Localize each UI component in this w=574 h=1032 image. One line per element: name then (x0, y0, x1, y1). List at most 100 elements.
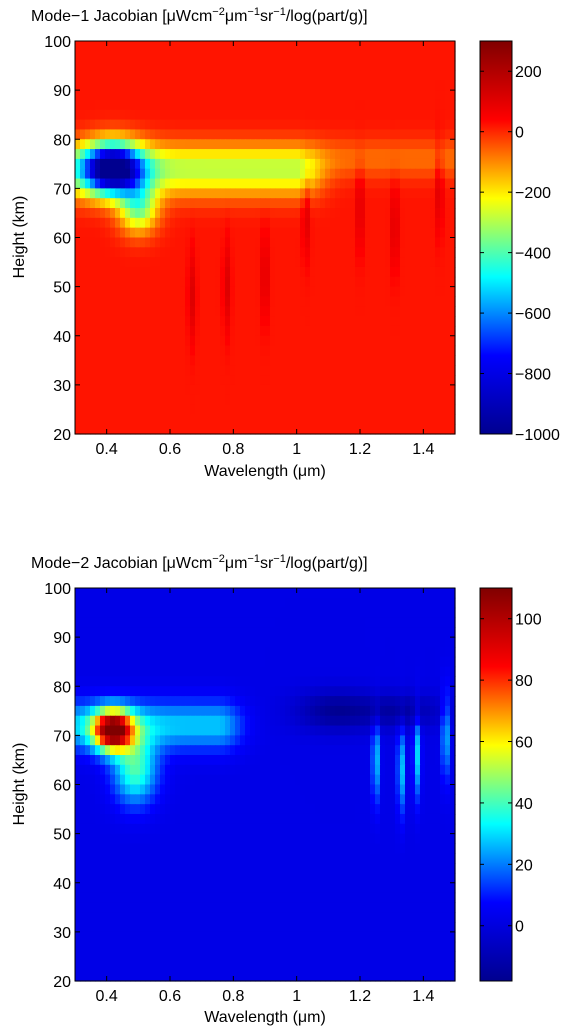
heatmap-cell (395, 656, 401, 668)
heatmap-cell (380, 365, 386, 376)
heatmap-cell (110, 345, 116, 356)
heatmap-cell (285, 237, 291, 248)
heatmap-cell (350, 208, 356, 219)
heatmap-cell (220, 794, 226, 805)
heatmap-cell (425, 804, 431, 815)
heatmap-cell (405, 588, 411, 599)
heatmap-cell (280, 306, 286, 317)
heatmap-cell (80, 90, 86, 101)
heatmap-cell (450, 188, 456, 199)
heatmap-cell (355, 286, 361, 298)
heatmap-cell (325, 188, 331, 199)
heatmap-cell (75, 139, 81, 150)
heatmap-cell (285, 394, 291, 406)
heatmap-cell (330, 335, 336, 347)
heatmap-cell (95, 198, 101, 209)
heatmap-cell (115, 696, 121, 707)
heatmap-cell (285, 725, 291, 736)
heatmap-cell (160, 345, 166, 356)
heatmap-cell (390, 276, 396, 288)
heatmap-cell (250, 50, 256, 62)
heatmap-cell (115, 168, 121, 180)
heatmap-cell (390, 735, 396, 746)
heatmap-cell (385, 129, 391, 140)
heatmap-cell (360, 588, 366, 599)
heatmap-cell (320, 627, 326, 638)
heatmap-cell (185, 617, 191, 628)
heatmap-cell (200, 345, 206, 356)
heatmap-cell (360, 286, 366, 298)
heatmap-cell (360, 656, 366, 668)
heatmap-cell (425, 404, 431, 415)
heatmap-cell (330, 755, 336, 766)
heatmap-cell (105, 70, 111, 81)
heatmap-cell (345, 394, 351, 406)
heatmap-cell (85, 158, 91, 170)
heatmap-cell (230, 208, 236, 219)
heatmap-cell (205, 99, 211, 111)
heatmap-cell (165, 365, 171, 376)
heatmap-cell (430, 656, 436, 668)
heatmap-cell (415, 705, 421, 717)
heatmap-cell (90, 656, 96, 668)
heatmap-cell (430, 404, 436, 415)
heatmap-cell (215, 41, 221, 52)
heatmap-cell (150, 168, 156, 180)
heatmap-cell (370, 178, 376, 189)
heatmap-cell (135, 296, 141, 307)
heatmap-cell (365, 656, 371, 668)
heatmap-cell (125, 306, 131, 317)
heatmap-cell (385, 666, 391, 678)
heatmap-cell (235, 109, 241, 121)
heatmap-cell (285, 666, 291, 678)
heatmap-cell (405, 80, 411, 91)
heatmap-cell (225, 804, 231, 815)
heatmap-cell (90, 178, 96, 189)
heatmap-cell (275, 597, 281, 609)
heatmap-cell (255, 217, 261, 229)
heatmap-cell (395, 676, 401, 687)
heatmap-cell (80, 676, 86, 687)
heatmap-cell (100, 794, 106, 805)
heatmap-cell (105, 666, 111, 678)
heatmap-cell (355, 597, 361, 609)
heatmap-cell (400, 227, 406, 239)
heatmap-cell (340, 325, 346, 337)
heatmap-cell (345, 627, 351, 638)
heatmap-cell (370, 227, 376, 239)
heatmap-cell (270, 794, 276, 805)
heatmap-cell (340, 627, 346, 638)
heatmap-cell (305, 764, 311, 776)
heatmap-cell (185, 355, 191, 366)
heatmap-cell (425, 375, 431, 386)
heatmap-cell (230, 247, 236, 258)
heatmap-cell (325, 50, 331, 62)
heatmap-cell (335, 384, 341, 396)
heatmap-cell (180, 168, 186, 180)
heatmap-cell (285, 286, 291, 298)
heatmap-cell (380, 355, 386, 366)
heatmap-cell (230, 597, 236, 609)
heatmap-cell (190, 139, 196, 150)
heatmap-cell (375, 119, 381, 131)
heatmap-cell (145, 129, 151, 140)
heatmap-cell (420, 646, 426, 658)
heatmap-cell (190, 247, 196, 258)
heatmap-cell (320, 41, 326, 52)
heatmap-cell (315, 80, 321, 91)
heatmap-cell (130, 50, 136, 62)
heatmap-cell (105, 735, 111, 746)
heatmap-cell (295, 41, 301, 52)
y-tick-label: 60 (53, 231, 71, 248)
heatmap-cell (300, 384, 306, 396)
heatmap-cell (120, 50, 126, 62)
heatmap-cell (145, 335, 151, 347)
heatmap-cell (445, 355, 451, 366)
heatmap-cell (370, 70, 376, 81)
heatmap-cell (290, 774, 296, 786)
heatmap-cell (270, 414, 276, 425)
heatmap-cell (445, 384, 451, 396)
heatmap-cell (115, 90, 121, 101)
heatmap-cell (375, 168, 381, 180)
heatmap-cell (215, 286, 221, 298)
